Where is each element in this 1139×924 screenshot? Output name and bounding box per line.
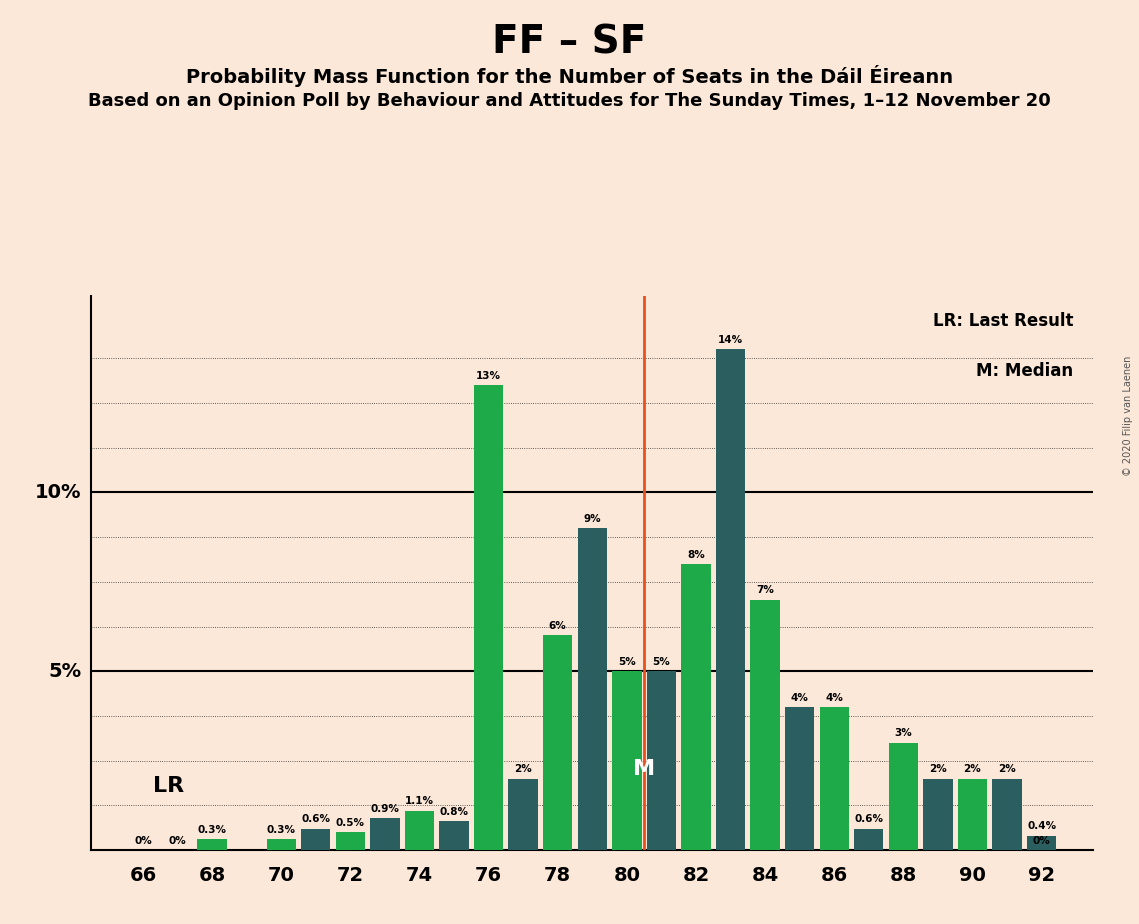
Text: FF – SF: FF – SF xyxy=(492,23,647,61)
Text: 8%: 8% xyxy=(687,550,705,560)
Bar xyxy=(785,707,814,850)
Text: LR: LR xyxy=(154,776,185,796)
Text: 0.3%: 0.3% xyxy=(267,825,296,835)
Bar xyxy=(992,779,1022,850)
Bar xyxy=(647,671,677,850)
Text: 0%: 0% xyxy=(134,836,151,845)
Text: 7%: 7% xyxy=(756,586,775,595)
Text: 0.4%: 0.4% xyxy=(1027,821,1056,832)
Text: 10%: 10% xyxy=(34,483,81,502)
Text: 3%: 3% xyxy=(894,728,912,738)
Text: 5%: 5% xyxy=(653,657,670,667)
Bar xyxy=(577,529,607,850)
Bar xyxy=(924,779,952,850)
Text: 0.3%: 0.3% xyxy=(197,825,227,835)
Bar xyxy=(370,818,400,850)
Text: © 2020 Filip van Laenen: © 2020 Filip van Laenen xyxy=(1123,356,1133,476)
Bar xyxy=(267,839,296,850)
Bar xyxy=(543,636,573,850)
Text: 4%: 4% xyxy=(790,693,809,703)
Bar xyxy=(681,564,711,850)
Bar xyxy=(508,779,538,850)
Text: 5%: 5% xyxy=(618,657,636,667)
Bar xyxy=(958,779,988,850)
Text: 0.8%: 0.8% xyxy=(440,808,468,817)
Text: Based on an Opinion Poll by Behaviour and Attitudes for The Sunday Times, 1–12 N: Based on an Opinion Poll by Behaviour an… xyxy=(88,92,1051,110)
Text: 2%: 2% xyxy=(515,764,532,774)
Text: 6%: 6% xyxy=(549,621,566,631)
Text: 9%: 9% xyxy=(583,514,601,524)
Text: LR: Last Result: LR: Last Result xyxy=(933,312,1073,330)
Bar xyxy=(474,385,503,850)
Bar xyxy=(854,829,884,850)
Text: 0%: 0% xyxy=(169,836,187,845)
Bar xyxy=(197,839,227,850)
Bar xyxy=(404,810,434,850)
Text: 0.5%: 0.5% xyxy=(336,818,364,828)
Bar xyxy=(612,671,641,850)
Text: 0.6%: 0.6% xyxy=(302,814,330,824)
Text: M: M xyxy=(633,759,655,779)
Text: 14%: 14% xyxy=(718,335,743,345)
Bar xyxy=(336,833,364,850)
Text: 2%: 2% xyxy=(998,764,1016,774)
Bar xyxy=(888,743,918,850)
Text: 0.6%: 0.6% xyxy=(854,814,883,824)
Text: 13%: 13% xyxy=(476,371,501,381)
Bar xyxy=(301,829,330,850)
Bar xyxy=(751,600,780,850)
Text: 2%: 2% xyxy=(964,764,982,774)
Text: 2%: 2% xyxy=(929,764,947,774)
Text: 0%: 0% xyxy=(1033,836,1050,845)
Text: 0.9%: 0.9% xyxy=(370,804,400,814)
Text: 1.1%: 1.1% xyxy=(405,796,434,807)
Text: 4%: 4% xyxy=(826,693,843,703)
Bar xyxy=(440,821,469,850)
Text: 5%: 5% xyxy=(48,662,81,681)
Text: Probability Mass Function for the Number of Seats in the Dáil Éireann: Probability Mass Function for the Number… xyxy=(186,65,953,87)
Bar xyxy=(715,349,745,850)
Text: M: Median: M: Median xyxy=(976,362,1073,380)
Bar xyxy=(820,707,849,850)
Bar xyxy=(1027,836,1056,850)
